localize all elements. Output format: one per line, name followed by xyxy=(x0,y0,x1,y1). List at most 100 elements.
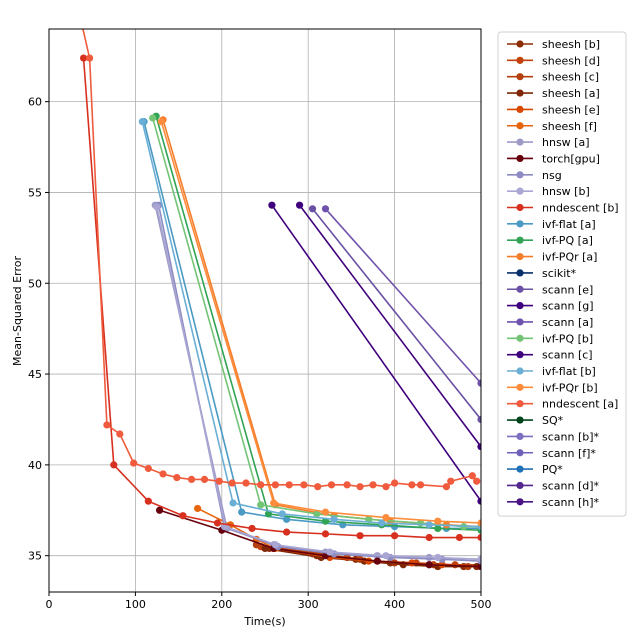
series-layer xyxy=(79,29,481,571)
data-point xyxy=(326,548,334,556)
data-point xyxy=(477,519,481,527)
data-point xyxy=(153,203,161,211)
legend-label: ivf-PQ [b] xyxy=(542,332,593,345)
legend-label: hnsw [b] xyxy=(542,185,590,198)
data-point xyxy=(194,504,202,513)
series-ivf-pqr-a- xyxy=(159,116,481,531)
legend-item: ivf-flat [b] xyxy=(507,365,596,378)
data-point xyxy=(278,510,286,518)
data-point xyxy=(321,205,330,213)
legend-label: hnsw [a] xyxy=(542,136,590,149)
data-point xyxy=(313,510,321,518)
data-point xyxy=(138,118,146,126)
legend-swatch-marker xyxy=(516,449,524,457)
data-point xyxy=(477,379,481,387)
data-point xyxy=(144,497,152,505)
data-point xyxy=(268,201,276,209)
legend-swatch-marker xyxy=(516,351,524,359)
legend-label: scann [f]* xyxy=(542,447,596,460)
legend-label: scann [b]* xyxy=(542,430,600,443)
data-point xyxy=(308,205,317,213)
legend-label: torch[gpu] xyxy=(542,152,600,165)
series-line xyxy=(197,507,276,550)
legend-swatch-marker xyxy=(516,252,524,261)
legend-label: scann [h]* xyxy=(542,496,600,509)
series-nndescent-a- xyxy=(82,29,481,491)
legend-label: sheesh [a] xyxy=(542,87,600,100)
data-point xyxy=(264,510,273,518)
data-point xyxy=(257,501,265,509)
series-ivf-flat-a- xyxy=(140,118,481,533)
data-point xyxy=(103,421,111,429)
data-point xyxy=(369,481,377,489)
legend-label: PQ* xyxy=(542,463,563,476)
data-point xyxy=(215,477,223,485)
data-point xyxy=(434,517,442,525)
legend-item: scann [a] xyxy=(507,316,593,329)
data-point xyxy=(356,532,364,540)
data-point xyxy=(434,524,442,533)
data-point xyxy=(110,461,118,469)
data-point xyxy=(321,508,330,516)
legend-swatch-marker xyxy=(516,400,524,408)
series-line xyxy=(155,115,481,532)
data-point xyxy=(408,481,416,489)
series-line xyxy=(160,121,481,524)
y-tick-label: 50 xyxy=(28,277,42,290)
data-point xyxy=(378,519,386,527)
data-point xyxy=(391,532,399,540)
data-point xyxy=(447,477,455,485)
data-point xyxy=(179,512,187,520)
legend-label: nndescent [b] xyxy=(542,202,619,215)
series-ivf-pqr-b- xyxy=(157,118,481,527)
legend-swatch-marker xyxy=(516,56,524,64)
legend-label: ivf-PQr [b] xyxy=(542,381,598,394)
data-point xyxy=(155,506,164,514)
legend-swatch-marker xyxy=(516,73,524,81)
legend-label: sheesh [e] xyxy=(542,103,600,116)
legend-item: scann [c] xyxy=(507,349,593,362)
legend-swatch-marker xyxy=(516,171,524,179)
series-ivf-pq-b- xyxy=(149,114,481,531)
data-point xyxy=(330,515,338,523)
series-scann-a- xyxy=(321,205,481,387)
data-point xyxy=(271,481,279,489)
legend-swatch-marker xyxy=(516,383,524,391)
legend-item: ivf-flat [a] xyxy=(507,218,596,231)
legend-item: sheesh [e] xyxy=(507,103,600,116)
data-point xyxy=(283,528,291,536)
legend: sheesh [b] sheesh [d] sheesh [c] sheesh [a]… xyxy=(497,31,627,517)
legend-item: ivf-PQ [b] xyxy=(507,332,593,345)
data-point xyxy=(159,470,167,478)
data-point xyxy=(283,515,291,523)
legend-label: nndescent [a] xyxy=(542,398,618,411)
legend-item: sheesh [b] xyxy=(507,38,600,51)
legend-item: scann [g] xyxy=(507,300,594,313)
x-tick-label: 200 xyxy=(211,598,232,611)
legend-label: ivf-PQr [a] xyxy=(542,251,597,264)
legend-item: ivf-PQr [b] xyxy=(507,381,598,394)
series-scann-e- xyxy=(308,205,481,424)
data-point xyxy=(356,483,364,491)
legend-swatch-marker xyxy=(516,416,524,424)
series-scann-g- xyxy=(295,201,481,451)
series-line xyxy=(151,117,481,528)
legend-item: nndescent [b] xyxy=(507,202,619,215)
legend-swatch-marker xyxy=(516,154,524,163)
data-point xyxy=(327,481,336,489)
data-point xyxy=(130,459,138,467)
y-tick-label: 40 xyxy=(28,459,42,472)
legend-item: scann [e] xyxy=(507,283,593,296)
legend-label: SQ* xyxy=(542,414,564,427)
legend-item: scikit* xyxy=(507,267,577,280)
series-line xyxy=(271,204,481,502)
series-line xyxy=(311,208,481,420)
legend-swatch-marker xyxy=(516,269,524,277)
legend-swatch-marker xyxy=(516,138,524,146)
data-point xyxy=(238,508,246,516)
data-point xyxy=(425,561,433,569)
data-point xyxy=(477,443,481,451)
legend-swatch-marker xyxy=(516,236,524,244)
legend-item: torch[gpu] xyxy=(507,152,600,165)
